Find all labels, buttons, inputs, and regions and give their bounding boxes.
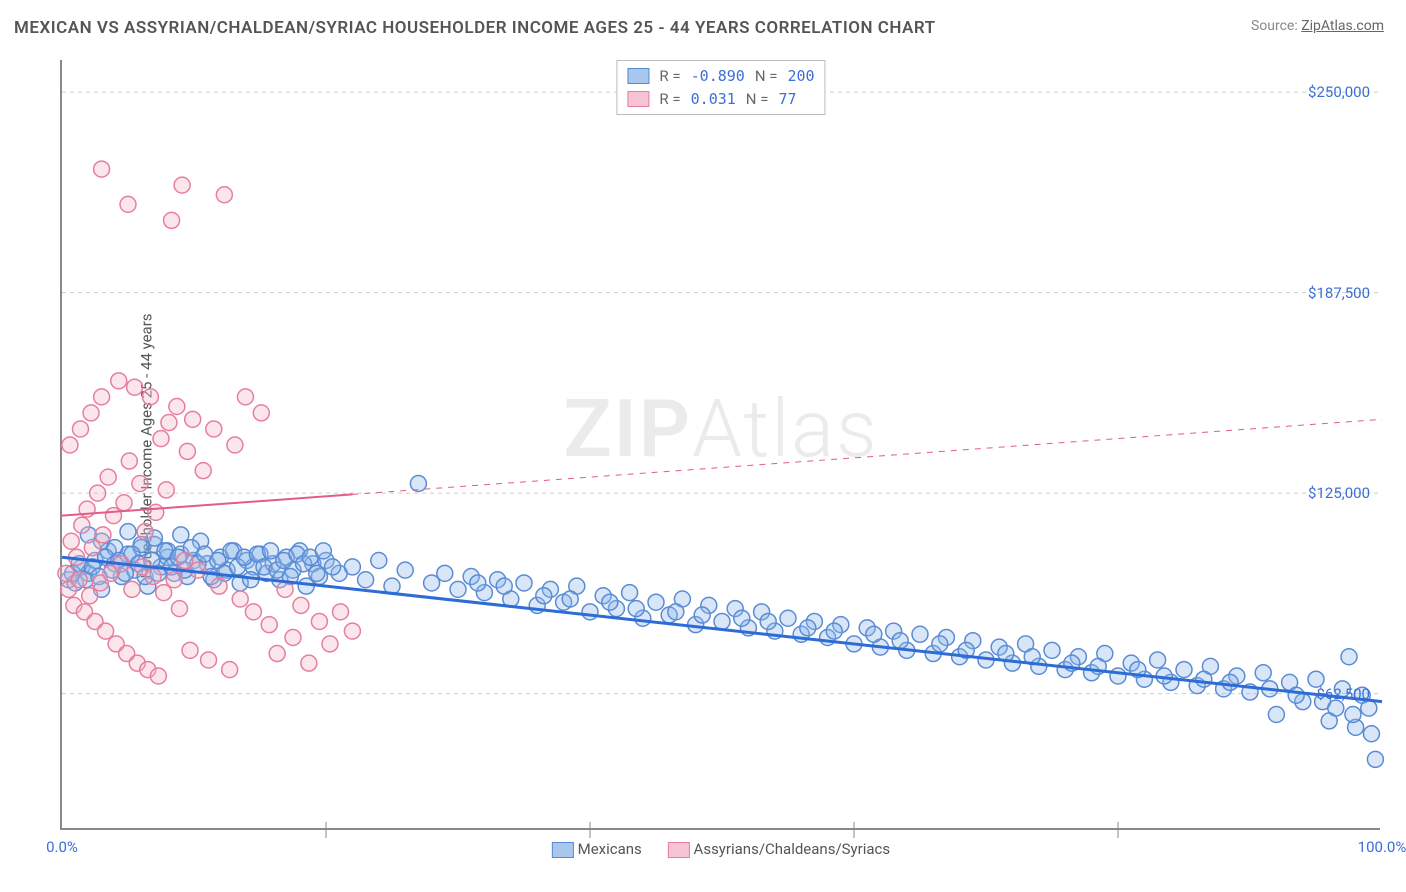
r-value-blue: -0.890	[691, 65, 745, 88]
r-label: R =	[659, 65, 680, 88]
r-value-pink: 0.031	[691, 88, 736, 111]
source-link[interactable]: ZipAtlas.com	[1301, 18, 1384, 34]
swatch-pink-icon	[627, 91, 649, 107]
swatch-pink-icon	[668, 842, 690, 858]
y-tick-label: $187,500	[1308, 284, 1370, 302]
legend-correlation-box: R = -0.890 N = 200 R = 0.031 N = 77	[616, 60, 825, 115]
swatch-blue-icon	[552, 842, 574, 858]
y-tick-label: $62,500	[1316, 685, 1370, 703]
chart-svg	[62, 60, 1382, 830]
x-tick-label: 0.0%	[46, 838, 78, 856]
y-tick-label: $250,000	[1308, 83, 1370, 101]
chart-title: MEXICAN VS ASSYRIAN/CHALDEAN/SYRIAC HOUS…	[14, 18, 936, 38]
legend-label: Mexicans	[578, 840, 642, 858]
legend-series: Mexicans Assyrians/Chaldeans/Syriacs	[552, 840, 890, 858]
legend-row-blue: R = -0.890 N = 200	[627, 65, 814, 88]
legend-row-pink: R = 0.031 N = 77	[627, 88, 814, 111]
n-value-blue: 200	[787, 65, 814, 88]
r-label: R =	[659, 88, 680, 111]
legend-item-mexicans: Mexicans	[552, 840, 642, 858]
n-label: N =	[755, 65, 778, 88]
n-label: N =	[746, 88, 769, 111]
legend-label: Assyrians/Chaldeans/Syriacs	[694, 840, 891, 858]
legend-item-assyrians: Assyrians/Chaldeans/Syriacs	[668, 840, 890, 858]
source-label: Source:	[1251, 18, 1298, 34]
swatch-blue-icon	[627, 68, 649, 84]
n-value-pink: 77	[778, 88, 796, 111]
x-tick-label: 100.0%	[1358, 838, 1406, 856]
chart-plot-area: ZIPAtlas R = -0.890 N = 200 R = 0.031 N …	[60, 60, 1380, 830]
source-attribution: Source: ZipAtlas.com	[1251, 18, 1384, 34]
y-tick-label: $125,000	[1308, 484, 1370, 502]
